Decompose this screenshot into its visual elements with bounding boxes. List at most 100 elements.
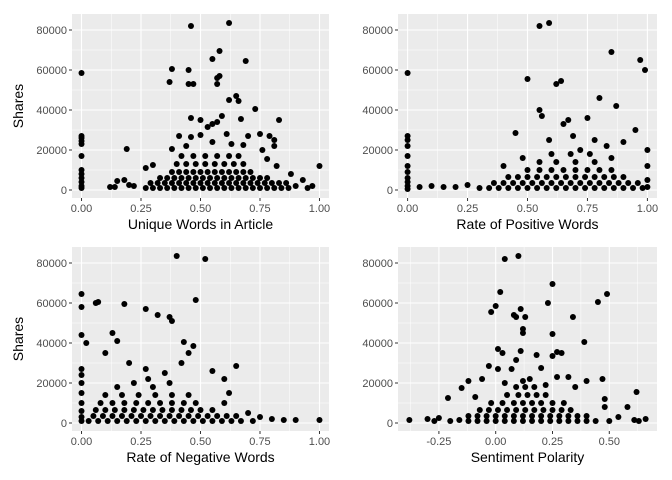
data-point [240, 169, 247, 175]
data-point [109, 400, 116, 406]
y-tick-label: 40000 [362, 338, 393, 350]
data-point [152, 392, 159, 398]
data-point [492, 303, 499, 309]
data-point [240, 180, 247, 186]
data-point [145, 376, 152, 382]
data-point [490, 180, 497, 186]
data-point [613, 103, 620, 109]
data-point [147, 180, 154, 186]
data-point [218, 169, 225, 175]
data-point [519, 400, 526, 406]
x-tick-label: 0.00 [485, 436, 506, 448]
data-point [92, 407, 99, 413]
data-point [126, 182, 133, 188]
data-point [204, 169, 211, 175]
data-point [111, 184, 118, 190]
data-point [249, 175, 256, 181]
data-point [149, 407, 156, 413]
data-point [226, 180, 233, 186]
x-tick-label: 1.00 [637, 203, 658, 215]
data-point [166, 413, 173, 419]
data-point [209, 418, 216, 424]
x-axis-title: Unique Words in Article [128, 216, 273, 232]
data-point [639, 185, 646, 191]
x-tick-label: 0.25 [542, 436, 563, 448]
data-point [237, 116, 244, 122]
data-point [190, 153, 197, 159]
y-tick-label: 60000 [36, 298, 67, 310]
data-point [233, 180, 240, 186]
data-point [599, 376, 606, 382]
data-point [584, 167, 591, 173]
data-point [214, 81, 221, 87]
data-point [519, 413, 526, 419]
data-point [123, 146, 130, 152]
data-point [316, 163, 323, 169]
data-point [560, 121, 567, 127]
data-point [171, 185, 178, 191]
data-point [492, 418, 499, 424]
data-point [510, 418, 517, 424]
data-point [634, 180, 641, 186]
y-tick-label: 80000 [362, 258, 393, 270]
data-point [519, 180, 526, 186]
data-point [283, 180, 290, 186]
data-point [499, 350, 506, 356]
data-point [404, 163, 411, 169]
data-point [505, 185, 512, 191]
data-point [510, 400, 517, 406]
data-point [154, 180, 161, 186]
data-point [230, 161, 237, 167]
data-point [524, 167, 531, 173]
data-point [565, 418, 572, 424]
data-point [558, 350, 565, 356]
data-point [271, 137, 278, 143]
data-point [553, 185, 560, 191]
data-point [572, 167, 579, 173]
data-point [166, 79, 173, 85]
data-point [228, 185, 235, 191]
data-point [519, 378, 526, 384]
data-point [168, 169, 175, 175]
data-point [271, 143, 278, 149]
data-point [168, 318, 175, 324]
x-tick-label: 0.00 [397, 203, 418, 215]
data-point [118, 392, 125, 398]
data-point [152, 418, 159, 424]
data-point [278, 185, 285, 191]
data-point [538, 418, 545, 424]
y-axis-title: Shares [10, 84, 26, 128]
data-point [190, 81, 197, 87]
data-point [560, 400, 567, 406]
data-point [171, 418, 178, 424]
data-point [168, 392, 175, 398]
data-point [591, 159, 598, 165]
data-point [452, 184, 459, 190]
data-point [519, 418, 526, 424]
data-point [476, 407, 483, 413]
x-tick-label: 0.50 [190, 203, 211, 215]
data-point [548, 151, 555, 157]
data-point [133, 418, 140, 424]
data-point [570, 133, 577, 139]
y-tick-label: 0 [387, 185, 393, 197]
data-point [185, 413, 192, 419]
data-point [404, 169, 411, 175]
data-point [173, 161, 180, 167]
x-tick-label: 0.75 [577, 203, 598, 215]
data-point [544, 300, 551, 306]
data-point [492, 413, 499, 419]
data-point [204, 124, 211, 130]
data-point [218, 418, 225, 424]
data-point [519, 155, 526, 161]
data-point [514, 174, 521, 180]
data-point [513, 314, 520, 320]
data-point [145, 400, 152, 406]
data-point [536, 167, 543, 173]
data-point [226, 20, 233, 26]
data-point [176, 169, 183, 175]
data-point [252, 106, 259, 112]
data-point [309, 183, 316, 189]
data-point [536, 107, 543, 113]
